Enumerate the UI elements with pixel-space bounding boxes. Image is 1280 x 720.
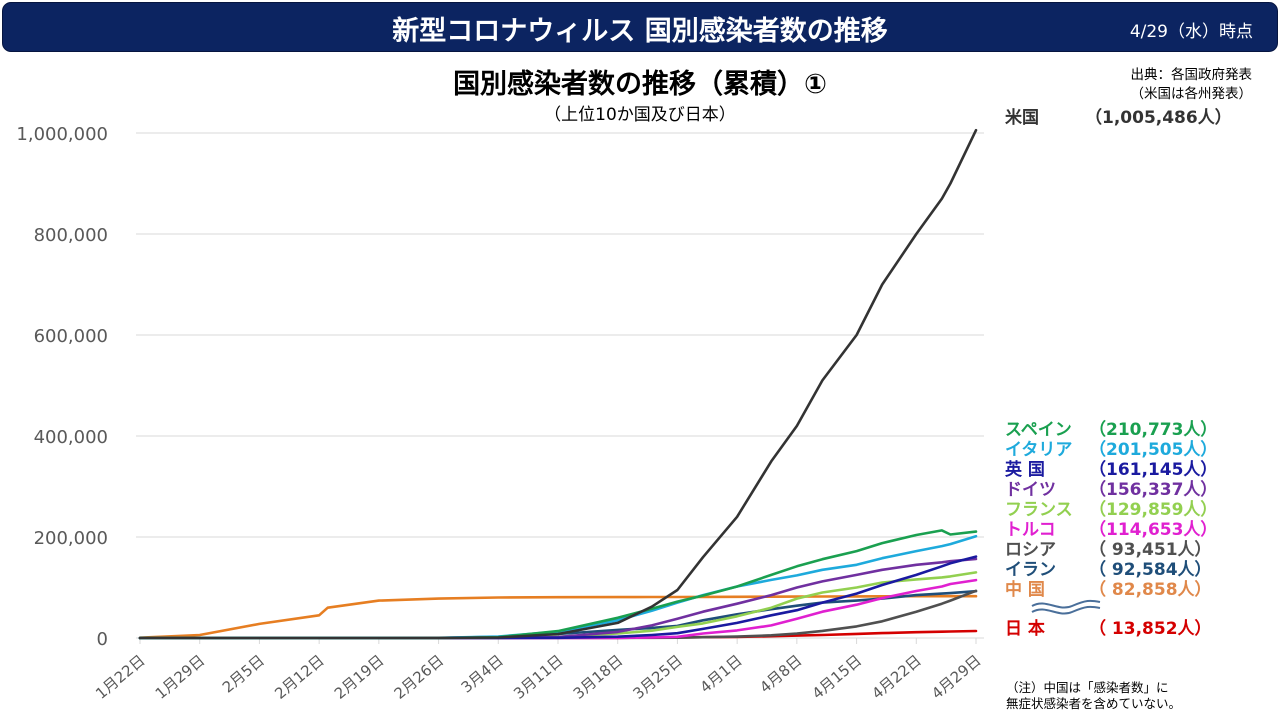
- x-tick-label: 3月11日: [510, 651, 566, 702]
- footnote-line-1: （注）中国は「感染者数」に: [1006, 680, 1169, 695]
- chart-title: 国別感染者数の推移（累積）①: [453, 69, 827, 100]
- series-label-name: イタリア: [1005, 440, 1073, 460]
- series-label-value: （1,005,486人）: [1085, 108, 1232, 128]
- x-tick-label: 4月29日: [928, 651, 984, 702]
- footnote: （注）中国は「感染者数」に 無症状感染者を含めていない。: [1006, 680, 1181, 712]
- series-label-英国: 英 国 （161,145人）: [1005, 460, 1217, 480]
- series-label-name: 日 本: [1005, 619, 1045, 639]
- break-wave-1: [1031, 599, 1101, 609]
- series-label-value: （114,653人）: [1089, 520, 1218, 540]
- series-label-name: 英 国: [1005, 460, 1045, 480]
- y-tick-label: 1,000,000: [16, 124, 108, 145]
- series-label-value: （ 92,584人）: [1089, 560, 1212, 580]
- x-tick-label: 4月15日: [809, 651, 865, 702]
- series-label-name: ロシア: [1005, 540, 1056, 560]
- axis-break-mark: [1031, 599, 1101, 615]
- source-line-1: 出典：各国政府発表: [1130, 67, 1253, 83]
- source-line-2: （米国は各州発表）: [1130, 86, 1253, 102]
- series-label-中国: 中 国 （ 82,858人）: [1005, 580, 1212, 600]
- x-tick-label: 3月18日: [570, 651, 626, 702]
- y-tick-label: 800,000: [34, 225, 108, 246]
- series-label-value: （ 93,451人）: [1089, 540, 1212, 560]
- y-tick-label: 400,000: [34, 427, 108, 448]
- series-label-value: （210,773人）: [1089, 420, 1218, 440]
- series-label-日本: 日 本 （ 13,852人）: [1005, 619, 1212, 639]
- x-tick-label: 4月22日: [868, 651, 924, 702]
- series-label-ドイツ: ドイツ （156,337人）: [1005, 480, 1217, 500]
- series-label-name: ドイツ: [1005, 480, 1056, 500]
- y-tick-label: 200,000: [34, 528, 108, 549]
- x-tick-label: 2月12日: [271, 651, 327, 702]
- series-label-value: （161,145人）: [1089, 460, 1218, 480]
- break-wave-2: [1031, 605, 1101, 615]
- series-label-フランス: フランス （129,859人）: [1005, 500, 1217, 520]
- x-tick-label: 3月25日: [630, 651, 686, 702]
- series-label-イラン: イラン （ 92,584人）: [1005, 560, 1212, 580]
- y-tick-label: 0: [97, 629, 108, 650]
- series-label-name: トルコ: [1005, 520, 1056, 540]
- footnote-line-2: 無症状感染者を含めていない。: [1006, 696, 1182, 711]
- series-label-ロシア: ロシア （ 93,451人）: [1005, 540, 1212, 560]
- x-axis-ticks: 1月22日 1月29日 2月5日 2月12日 2月19日 2月26日 3月4日 3月11日 3月…: [92, 638, 985, 703]
- x-tick-label: 2月26日: [391, 651, 447, 702]
- series-label-name: スペイン: [1005, 420, 1072, 440]
- gridlines: [136, 132, 984, 639]
- x-tick-label: 2月19日: [331, 651, 387, 702]
- series-label-name: 中 国: [1005, 580, 1045, 600]
- x-tick-label: 2月5日: [219, 651, 268, 696]
- x-tick-label: 1月29日: [152, 651, 208, 702]
- series-label-value: （ 13,852人）: [1089, 619, 1212, 639]
- y-axis-ticks: 0 200,000 400,000 600,000 800,000 1,000,000: [16, 124, 108, 650]
- header-date: 4/29（水）時点: [1129, 22, 1253, 42]
- x-tick-label: 1月22日: [92, 651, 148, 702]
- series-line-米国: [138, 128, 978, 640]
- series-label-name: フランス: [1005, 500, 1073, 520]
- series-label-トルコ: トルコ （114,653人）: [1005, 520, 1217, 540]
- y-tick-label: 600,000: [34, 326, 108, 347]
- series-label-イタリア: イタリア （201,505人）: [1005, 440, 1217, 460]
- x-tick-label: 3月4日: [458, 651, 507, 696]
- series-label-value: （ 82,858人）: [1089, 580, 1212, 600]
- chart-subtitle: （上位10か国及び日本）: [544, 105, 736, 125]
- series-label-name: 米国: [1005, 108, 1039, 128]
- series-label-value: （129,859人）: [1089, 500, 1218, 520]
- header-title: 新型コロナウィルス 国別感染者数の推移: [392, 16, 888, 47]
- source-note: 出典：各国政府発表 （米国は各州発表）: [1131, 66, 1253, 104]
- series-label-value: （156,337人）: [1089, 480, 1218, 500]
- x-tick-label: 4月8日: [756, 651, 805, 696]
- series-label-name: イラン: [1005, 560, 1056, 580]
- series-label-米国: 米国 （1,005,486人）: [1005, 108, 1232, 128]
- series-label-value: （201,505人）: [1089, 440, 1218, 460]
- header-banner: 新型コロナウィルス 国別感染者数の推移 4/29（水）時点: [2, 2, 1278, 52]
- x-tick-label: 4月1日: [697, 651, 746, 696]
- series-lines: [138, 128, 978, 640]
- series-label-スペイン: スペイン （210,773人）: [1005, 420, 1217, 440]
